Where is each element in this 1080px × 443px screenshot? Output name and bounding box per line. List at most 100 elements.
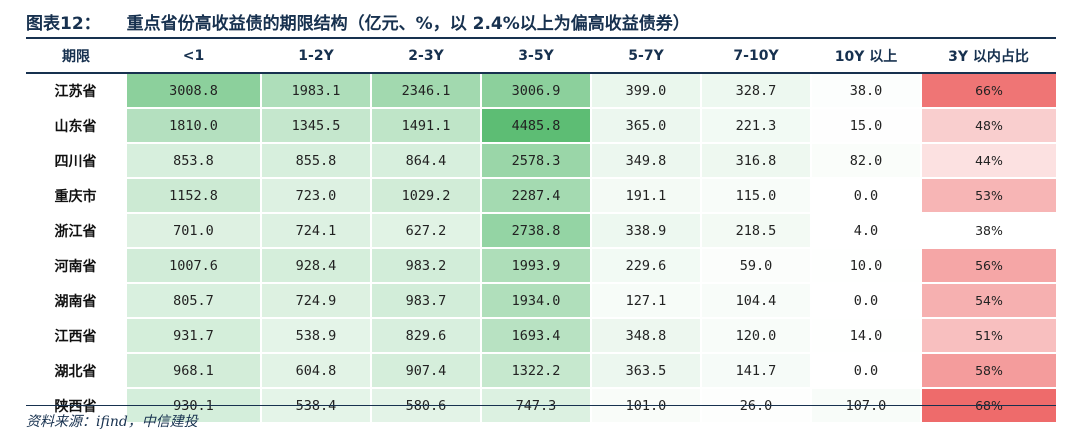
value-cell: 1152.8	[125, 178, 261, 214]
table-row: 河南省 1007.6 928.4 983.2 1993.9 229.6 59.0 10.0 56…	[26, 248, 1056, 284]
province-label: 陕西省	[54, 398, 97, 415]
value-cell: 853.8	[125, 143, 261, 179]
value-cell: 829.6	[370, 318, 481, 354]
table-row: 浙江省 701.0 724.1 627.2 2738.8 338.9 218.5 4.0 38%	[26, 213, 1056, 249]
value-cell: 82.0	[810, 143, 921, 179]
maturity-structure-table: 期限 <1 1-2Y 2-3Y 3-5Y 5-7Y 7-10Y 10Y 以上 3Y 以内占比 江…	[26, 40, 1056, 424]
value-cell: 399.0	[590, 73, 701, 109]
value-cell: 127.1	[590, 283, 701, 319]
province-label: 四川省	[54, 153, 97, 170]
value-cell: 104.4	[700, 283, 811, 319]
value-cell: 724.1	[260, 213, 371, 249]
value-cell: 348.8	[590, 318, 701, 354]
share-cell: 51%	[920, 318, 1056, 354]
share-cell: 38%	[920, 213, 1056, 249]
province-label: 浙江省	[54, 223, 97, 240]
value-cell: 14.0	[810, 318, 921, 354]
value-cell: 120.0	[700, 318, 811, 354]
table-row: 重庆市 1152.8 723.0 1029.2 2287.4 191.1 115.0 0.0 5…	[26, 178, 1056, 214]
value-cell: 931.7	[125, 318, 261, 354]
value-cell: 701.0	[125, 213, 261, 249]
table-row: 江西省 931.7 538.9 829.6 1693.4 348.8 120.0 14.0 51…	[26, 318, 1056, 354]
figure-title-row: 图表12： 重点省份高收益债的期限结构（亿元、%，以 2.4%以上为偏高收益债券…	[26, 8, 690, 34]
value-cell: 365.0	[590, 108, 701, 144]
value-cell: 2738.8	[480, 213, 591, 249]
value-cell: 4.0	[810, 213, 921, 249]
value-cell: 1007.6	[125, 248, 261, 284]
province-label: 湖南省	[54, 293, 97, 310]
value-cell: 191.1	[590, 178, 701, 214]
province-label: 山东省	[54, 118, 97, 135]
value-cell: 221.3	[700, 108, 811, 144]
share-cell: 53%	[920, 178, 1056, 214]
value-cell: 229.6	[590, 248, 701, 284]
share-cell: 56%	[920, 248, 1056, 284]
column-header: 期限	[26, 40, 126, 74]
value-cell: 1693.4	[480, 318, 591, 354]
value-cell: 1029.2	[370, 178, 481, 214]
value-cell: 141.7	[700, 353, 811, 389]
column-header: 10Y 以上	[811, 40, 921, 74]
share-cell: 44%	[920, 143, 1056, 179]
value-cell: 1934.0	[480, 283, 591, 319]
table-body: 江苏省 3008.8 1983.1 2346.1 3006.9 399.0 328.7 38.…	[26, 73, 1056, 424]
share-cell: 58%	[920, 353, 1056, 389]
province-label: 重庆市	[54, 188, 97, 205]
share-cell: 48%	[920, 108, 1056, 144]
column-header: 3-5Y	[481, 40, 591, 74]
column-header: <1	[126, 40, 261, 74]
value-cell: 1322.2	[480, 353, 591, 389]
value-cell: 1993.9	[480, 248, 591, 284]
figure-label: 图表12：	[26, 13, 101, 34]
province-label: 江西省	[54, 328, 97, 345]
province-label: 河南省	[54, 258, 97, 275]
value-cell: 328.7	[700, 73, 811, 109]
value-cell: 0.0	[810, 178, 921, 214]
table-row: 四川省 853.8 855.8 864.4 2578.3 349.8 316.8 82.0 44…	[26, 143, 1056, 179]
value-cell: 538.9	[260, 318, 371, 354]
column-header: 2-3Y	[371, 40, 481, 74]
value-cell: 907.4	[370, 353, 481, 389]
value-cell: 4485.8	[480, 108, 591, 144]
value-cell: 38.0	[810, 73, 921, 109]
column-header: 7-10Y	[701, 40, 811, 74]
value-cell: 59.0	[700, 248, 811, 284]
share-cell: 54%	[920, 283, 1056, 319]
value-cell: 1491.1	[370, 108, 481, 144]
value-cell: 983.2	[370, 248, 481, 284]
table-row: 山东省 1810.0 1345.5 1491.1 4485.8 365.0 221.3 15.…	[26, 108, 1056, 144]
share-cell: 66%	[920, 73, 1056, 109]
value-cell: 10.0	[810, 248, 921, 284]
value-cell: 3006.9	[480, 73, 591, 109]
value-cell: 218.5	[700, 213, 811, 249]
table-row: 湖北省 968.1 604.8 907.4 1322.2 363.5 141.7 0.0 58%	[26, 353, 1056, 389]
value-cell: 338.9	[590, 213, 701, 249]
value-cell: 627.2	[370, 213, 481, 249]
value-cell: 1810.0	[125, 108, 261, 144]
value-cell: 855.8	[260, 143, 371, 179]
value-cell: 363.5	[590, 353, 701, 389]
bottom-divider	[26, 405, 1056, 406]
table-row: 湖南省 805.7 724.9 983.7 1934.0 127.1 104.4 0.0 54%	[26, 283, 1056, 319]
value-cell: 983.7	[370, 283, 481, 319]
value-cell: 1345.5	[260, 108, 371, 144]
value-cell: 723.0	[260, 178, 371, 214]
value-cell: 604.8	[260, 353, 371, 389]
figure-title: 重点省份高收益债的期限结构（亿元、%，以 2.4%以上为偏高收益债券）	[126, 13, 690, 34]
column-header: 3Y 以内占比	[921, 40, 1056, 74]
value-cell: 0.0	[810, 283, 921, 319]
value-cell: 2578.3	[480, 143, 591, 179]
title-divider	[26, 37, 1056, 39]
value-cell: 2287.4	[480, 178, 591, 214]
value-cell: 0.0	[810, 353, 921, 389]
value-cell: 316.8	[700, 143, 811, 179]
value-cell: 15.0	[810, 108, 921, 144]
value-cell: 2346.1	[370, 73, 481, 109]
value-cell: 805.7	[125, 283, 261, 319]
value-cell: 928.4	[260, 248, 371, 284]
value-cell: 724.9	[260, 283, 371, 319]
province-label: 江苏省	[54, 84, 97, 100]
value-cell: 968.1	[125, 353, 261, 389]
value-cell: 864.4	[370, 143, 481, 179]
column-header: 5-7Y	[591, 40, 701, 74]
